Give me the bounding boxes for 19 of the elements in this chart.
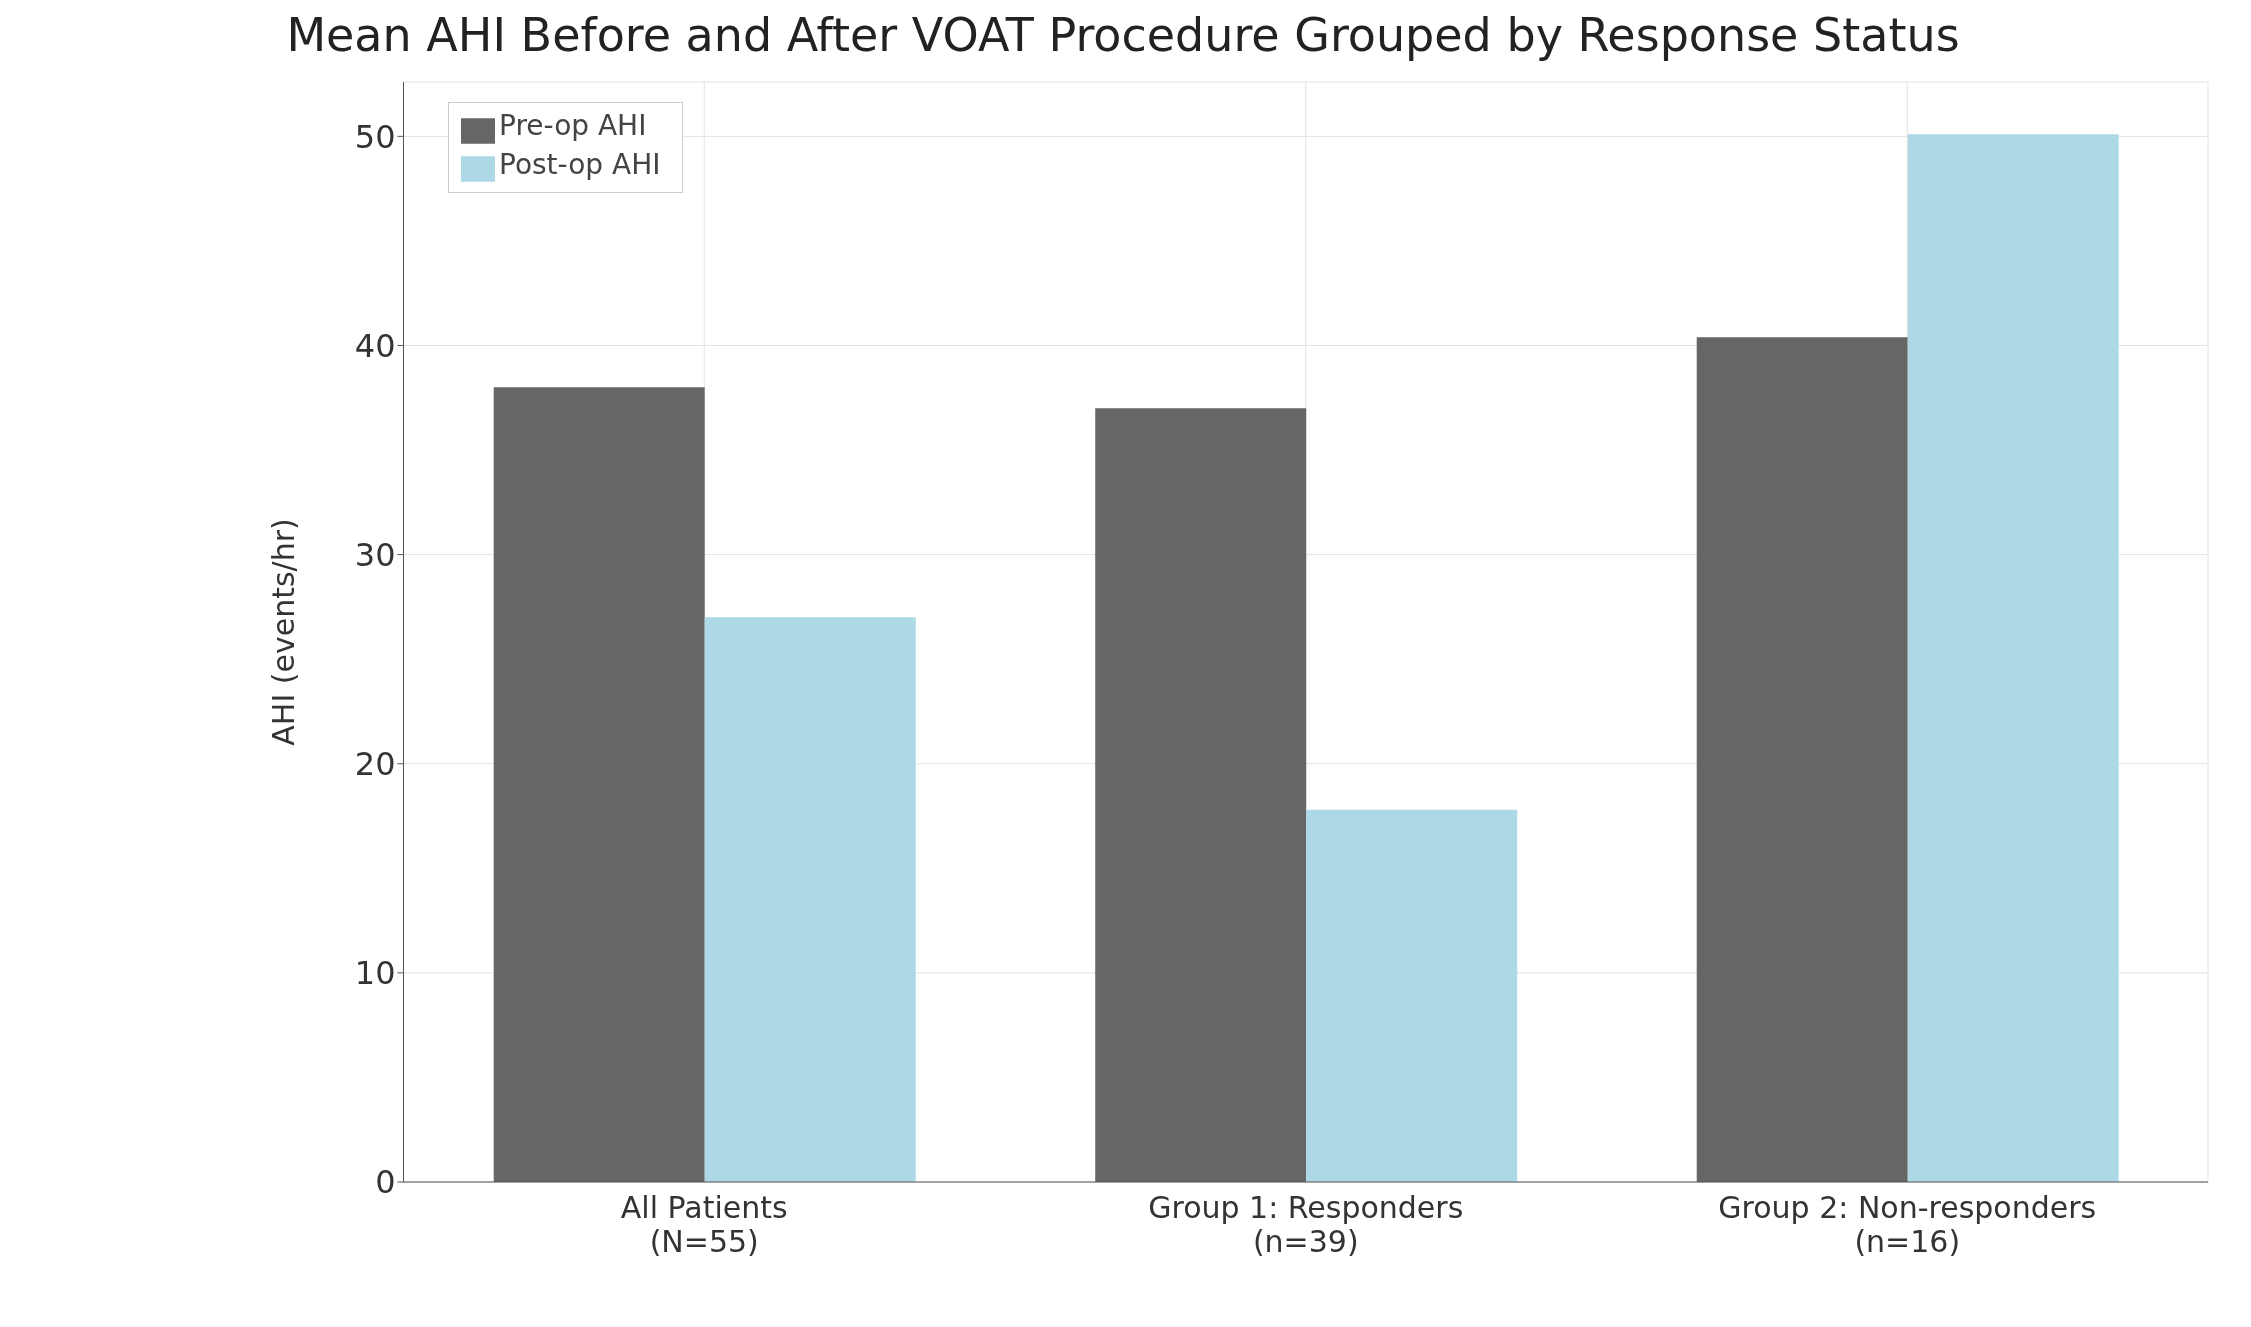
x-tick-label: All Patients (N=55) — [620, 1190, 788, 1259]
y-tick-label: 0 — [375, 1163, 396, 1202]
y-tick-label: 50 — [354, 117, 396, 156]
bar — [493, 387, 705, 1182]
x-tick-label: Group 1: Responders (n=39) — [1148, 1190, 1464, 1259]
bar — [1306, 809, 1518, 1182]
y-tick-label: 40 — [354, 326, 396, 365]
legend-label: Post-op AHI — [499, 147, 661, 181]
bar — [1696, 337, 1908, 1182]
legend-label: Pre-op AHI — [499, 109, 647, 142]
bar — [704, 617, 916, 1182]
y-tick-label: 10 — [354, 954, 396, 993]
y-axis-title: AHI (events/hr) — [266, 518, 302, 746]
bar — [1907, 134, 2119, 1182]
y-tick-label: 20 — [354, 745, 396, 784]
x-tick-label: Group 2: Non-responders (n=16) — [1718, 1190, 2097, 1259]
bar — [1095, 408, 1307, 1182]
y-tick-label: 30 — [354, 535, 396, 574]
chart-title: Mean AHI Before and After VOAT Procedure Grouped by Response Status — [285, 8, 1961, 62]
